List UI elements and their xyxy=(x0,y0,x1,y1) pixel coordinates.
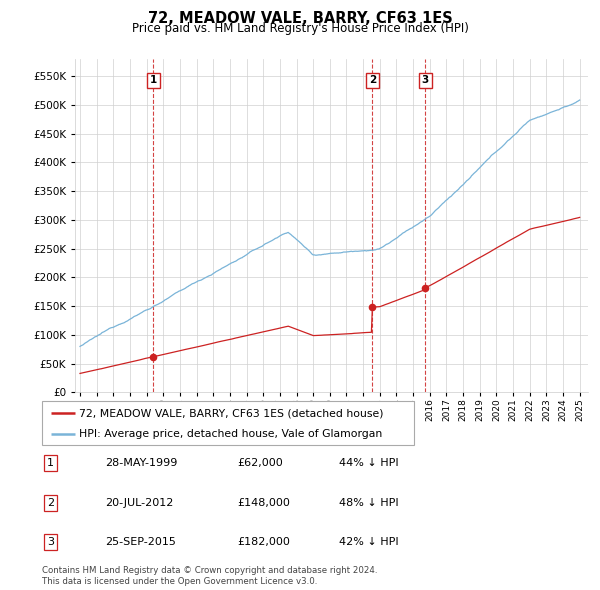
Text: 44% ↓ HPI: 44% ↓ HPI xyxy=(339,458,398,468)
Text: 20-JUL-2012: 20-JUL-2012 xyxy=(105,498,173,507)
Text: Price paid vs. HM Land Registry's House Price Index (HPI): Price paid vs. HM Land Registry's House … xyxy=(131,22,469,35)
Text: 72, MEADOW VALE, BARRY, CF63 1ES (detached house): 72, MEADOW VALE, BARRY, CF63 1ES (detach… xyxy=(79,408,384,418)
Text: 3: 3 xyxy=(47,537,54,546)
Text: 1: 1 xyxy=(149,76,157,86)
Text: 2: 2 xyxy=(47,498,54,507)
Text: £182,000: £182,000 xyxy=(237,537,290,546)
Text: Contains HM Land Registry data © Crown copyright and database right 2024.: Contains HM Land Registry data © Crown c… xyxy=(42,566,377,575)
FancyBboxPatch shape xyxy=(42,401,414,445)
Text: 48% ↓ HPI: 48% ↓ HPI xyxy=(339,498,398,507)
Text: 25-SEP-2015: 25-SEP-2015 xyxy=(105,537,176,546)
Text: 3: 3 xyxy=(422,76,429,86)
Text: £148,000: £148,000 xyxy=(237,498,290,507)
Text: 2: 2 xyxy=(368,76,376,86)
Text: 42% ↓ HPI: 42% ↓ HPI xyxy=(339,537,398,546)
Text: 28-MAY-1999: 28-MAY-1999 xyxy=(105,458,178,468)
Text: 72, MEADOW VALE, BARRY, CF63 1ES: 72, MEADOW VALE, BARRY, CF63 1ES xyxy=(148,11,452,25)
Text: £62,000: £62,000 xyxy=(237,458,283,468)
Text: This data is licensed under the Open Government Licence v3.0.: This data is licensed under the Open Gov… xyxy=(42,577,317,586)
Text: 1: 1 xyxy=(47,458,54,468)
Text: HPI: Average price, detached house, Vale of Glamorgan: HPI: Average price, detached house, Vale… xyxy=(79,428,382,438)
